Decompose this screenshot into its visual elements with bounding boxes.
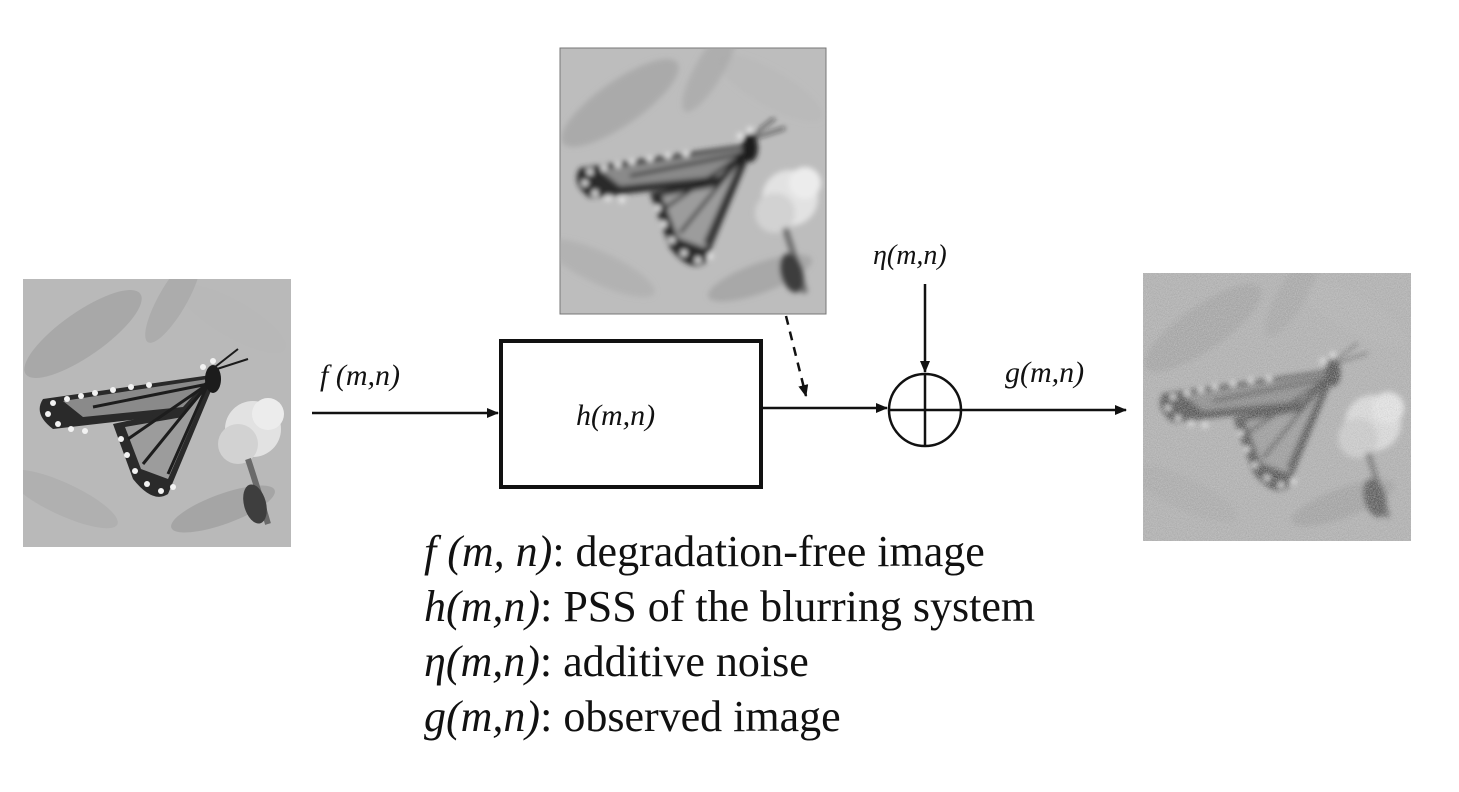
adder-symbol	[887, 372, 963, 448]
legend-row-f: f (m, n): degradation-free image	[424, 524, 1035, 579]
legend-row-h: h(m,n): PSS of the blurring system	[424, 579, 1035, 634]
legend-description: : observed image	[540, 692, 841, 741]
noisy-image	[1143, 273, 1411, 541]
legend-symbol: f (m, n)	[424, 527, 553, 576]
original-image	[23, 279, 291, 547]
system-label: h(m,n)	[576, 399, 655, 432]
dashed-arrow	[784, 315, 809, 397]
legend-row-eta: η(m,n): additive noise	[424, 634, 1035, 689]
legend: f (m, n): degradation-free image h(m,n):…	[424, 524, 1035, 744]
noise-label: η(m,n)	[873, 240, 947, 271]
legend-symbol: h(m,n)	[424, 582, 541, 631]
legend-description: : additive noise	[539, 637, 809, 686]
system-box	[499, 339, 763, 489]
legend-row-g: g(m,n): observed image	[424, 689, 1035, 744]
legend-description: : PSS of the blurring system	[540, 582, 1036, 631]
legend-symbol: η(m,n)	[424, 637, 540, 686]
input-label: f (m,n)	[320, 359, 400, 392]
legend-description: : degradation-free image	[552, 527, 985, 576]
legend-symbol: g(m,n)	[424, 692, 541, 741]
output-label: g(m,n)	[1005, 356, 1084, 389]
blurred-image	[559, 47, 831, 315]
